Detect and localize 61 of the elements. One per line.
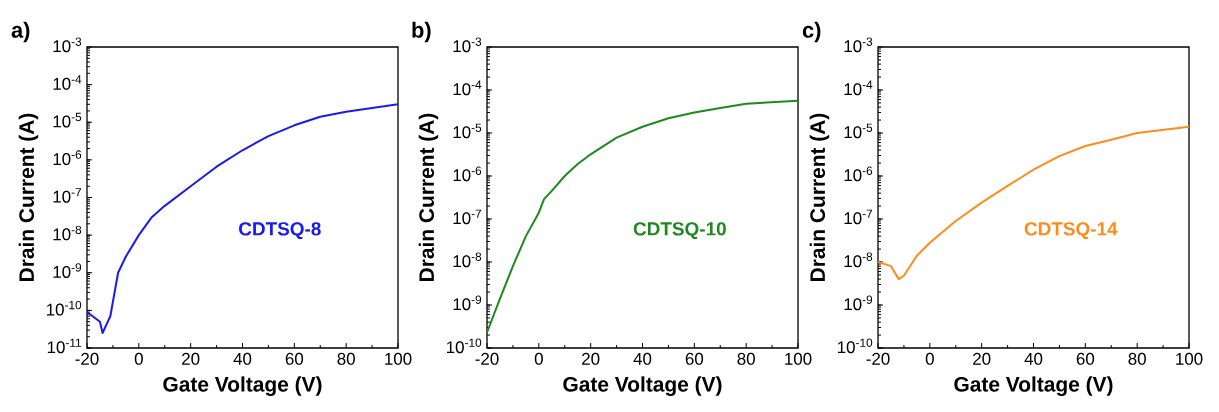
x-tick-label: 0	[534, 352, 543, 365]
text: CDTSQ-14	[1024, 222, 1118, 240]
line-series	[878, 125, 1190, 281]
x-tick-label: 100	[1176, 352, 1203, 365]
y-axis-title: Drain Current (A)	[809, 113, 830, 281]
y-tick-label: 10$^{-10}$	[446, 338, 482, 354]
x-tick-label: 60	[685, 352, 704, 365]
y-tick-label: 10$^{-7}$	[453, 209, 482, 225]
y-tick-label: 10$^{-11}$	[47, 338, 82, 354]
y-tick-label: 10$^{-5}$	[844, 123, 873, 139]
x-tick-label: 100	[785, 352, 812, 365]
x-tick-label: 80	[737, 352, 755, 365]
y-tick-label: 10$^{-9}$	[844, 295, 873, 311]
x-tick-label: 40	[633, 352, 652, 365]
y-tick-label: 10$^{-7}$	[53, 188, 82, 203]
y-tick-label: 10$^{-4}$	[53, 75, 82, 90]
y-tick-label: 10$^{-8}$	[844, 252, 873, 268]
x-tick-label: -20	[866, 352, 890, 365]
chart-title: b)	[412, 21, 431, 43]
y-tick-label: 10$^{-3}$	[844, 37, 873, 53]
y-tick-label: 10$^{-7}$	[844, 209, 873, 225]
line-series	[87, 103, 398, 335]
x-tick-label: 20	[182, 352, 200, 365]
y-tick-label: 10$^{-4}$	[453, 80, 482, 96]
y-tick-label: 10$^{-6}$	[53, 150, 82, 166]
x-tick-label: 60	[1076, 352, 1095, 365]
y-tick-label: 10$^{-3}$	[53, 37, 82, 53]
x-tick-label: 80	[337, 352, 355, 365]
x-axis-title: Gate Voltage (V)	[563, 376, 722, 396]
y-tick-label: 10$^{-8}$	[53, 225, 82, 241]
y-tick-label: 10$^{-9}$	[453, 295, 482, 311]
y-tick-label: 10$^{-9}$	[53, 263, 82, 278]
y-tick-label: 10$^{-4}$	[844, 80, 873, 96]
x-tick-label: -20	[75, 352, 99, 365]
y-tick-label: 10$^{-5}$	[453, 123, 482, 139]
text: CDTSQ-10	[633, 222, 726, 240]
chart-title: a)	[11, 21, 30, 43]
y-axis-title: Drain Current (A)	[418, 113, 439, 281]
line-series	[487, 99, 799, 334]
y-tick-label: 10$^{-6}$	[453, 166, 482, 182]
x-tick-label: 40	[1024, 352, 1043, 365]
y-tick-label: 10$^{-10}$	[837, 338, 873, 354]
x-tick-label: 40	[233, 352, 252, 365]
y-tick-label: 10$^{-10}$	[46, 300, 82, 316]
y-tick-label: 10$^{-5}$	[53, 112, 82, 128]
chart-title: c)	[802, 21, 821, 43]
x-tick-label: 20	[973, 352, 991, 365]
y-axis-title: Drain Current (A)	[18, 113, 39, 281]
x-axis-title: Gate Voltage (V)	[163, 376, 322, 396]
x-axis-title: Gate Voltage (V)	[954, 376, 1113, 396]
y-tick-label: 10$^{-8}$	[453, 252, 482, 268]
x-tick-label: 0	[134, 352, 143, 365]
x-tick-label: 100	[385, 352, 412, 365]
text: CDTSQ-8	[239, 222, 321, 240]
x-tick-label: 60	[285, 352, 304, 365]
y-tick-label: 10$^{-3}$	[453, 37, 482, 53]
x-tick-label: 80	[1128, 352, 1146, 365]
x-tick-label: -20	[475, 352, 499, 365]
x-tick-label: 0	[925, 352, 934, 365]
y-tick-label: 10$^{-6}$	[844, 166, 873, 182]
x-tick-label: 20	[582, 352, 600, 365]
